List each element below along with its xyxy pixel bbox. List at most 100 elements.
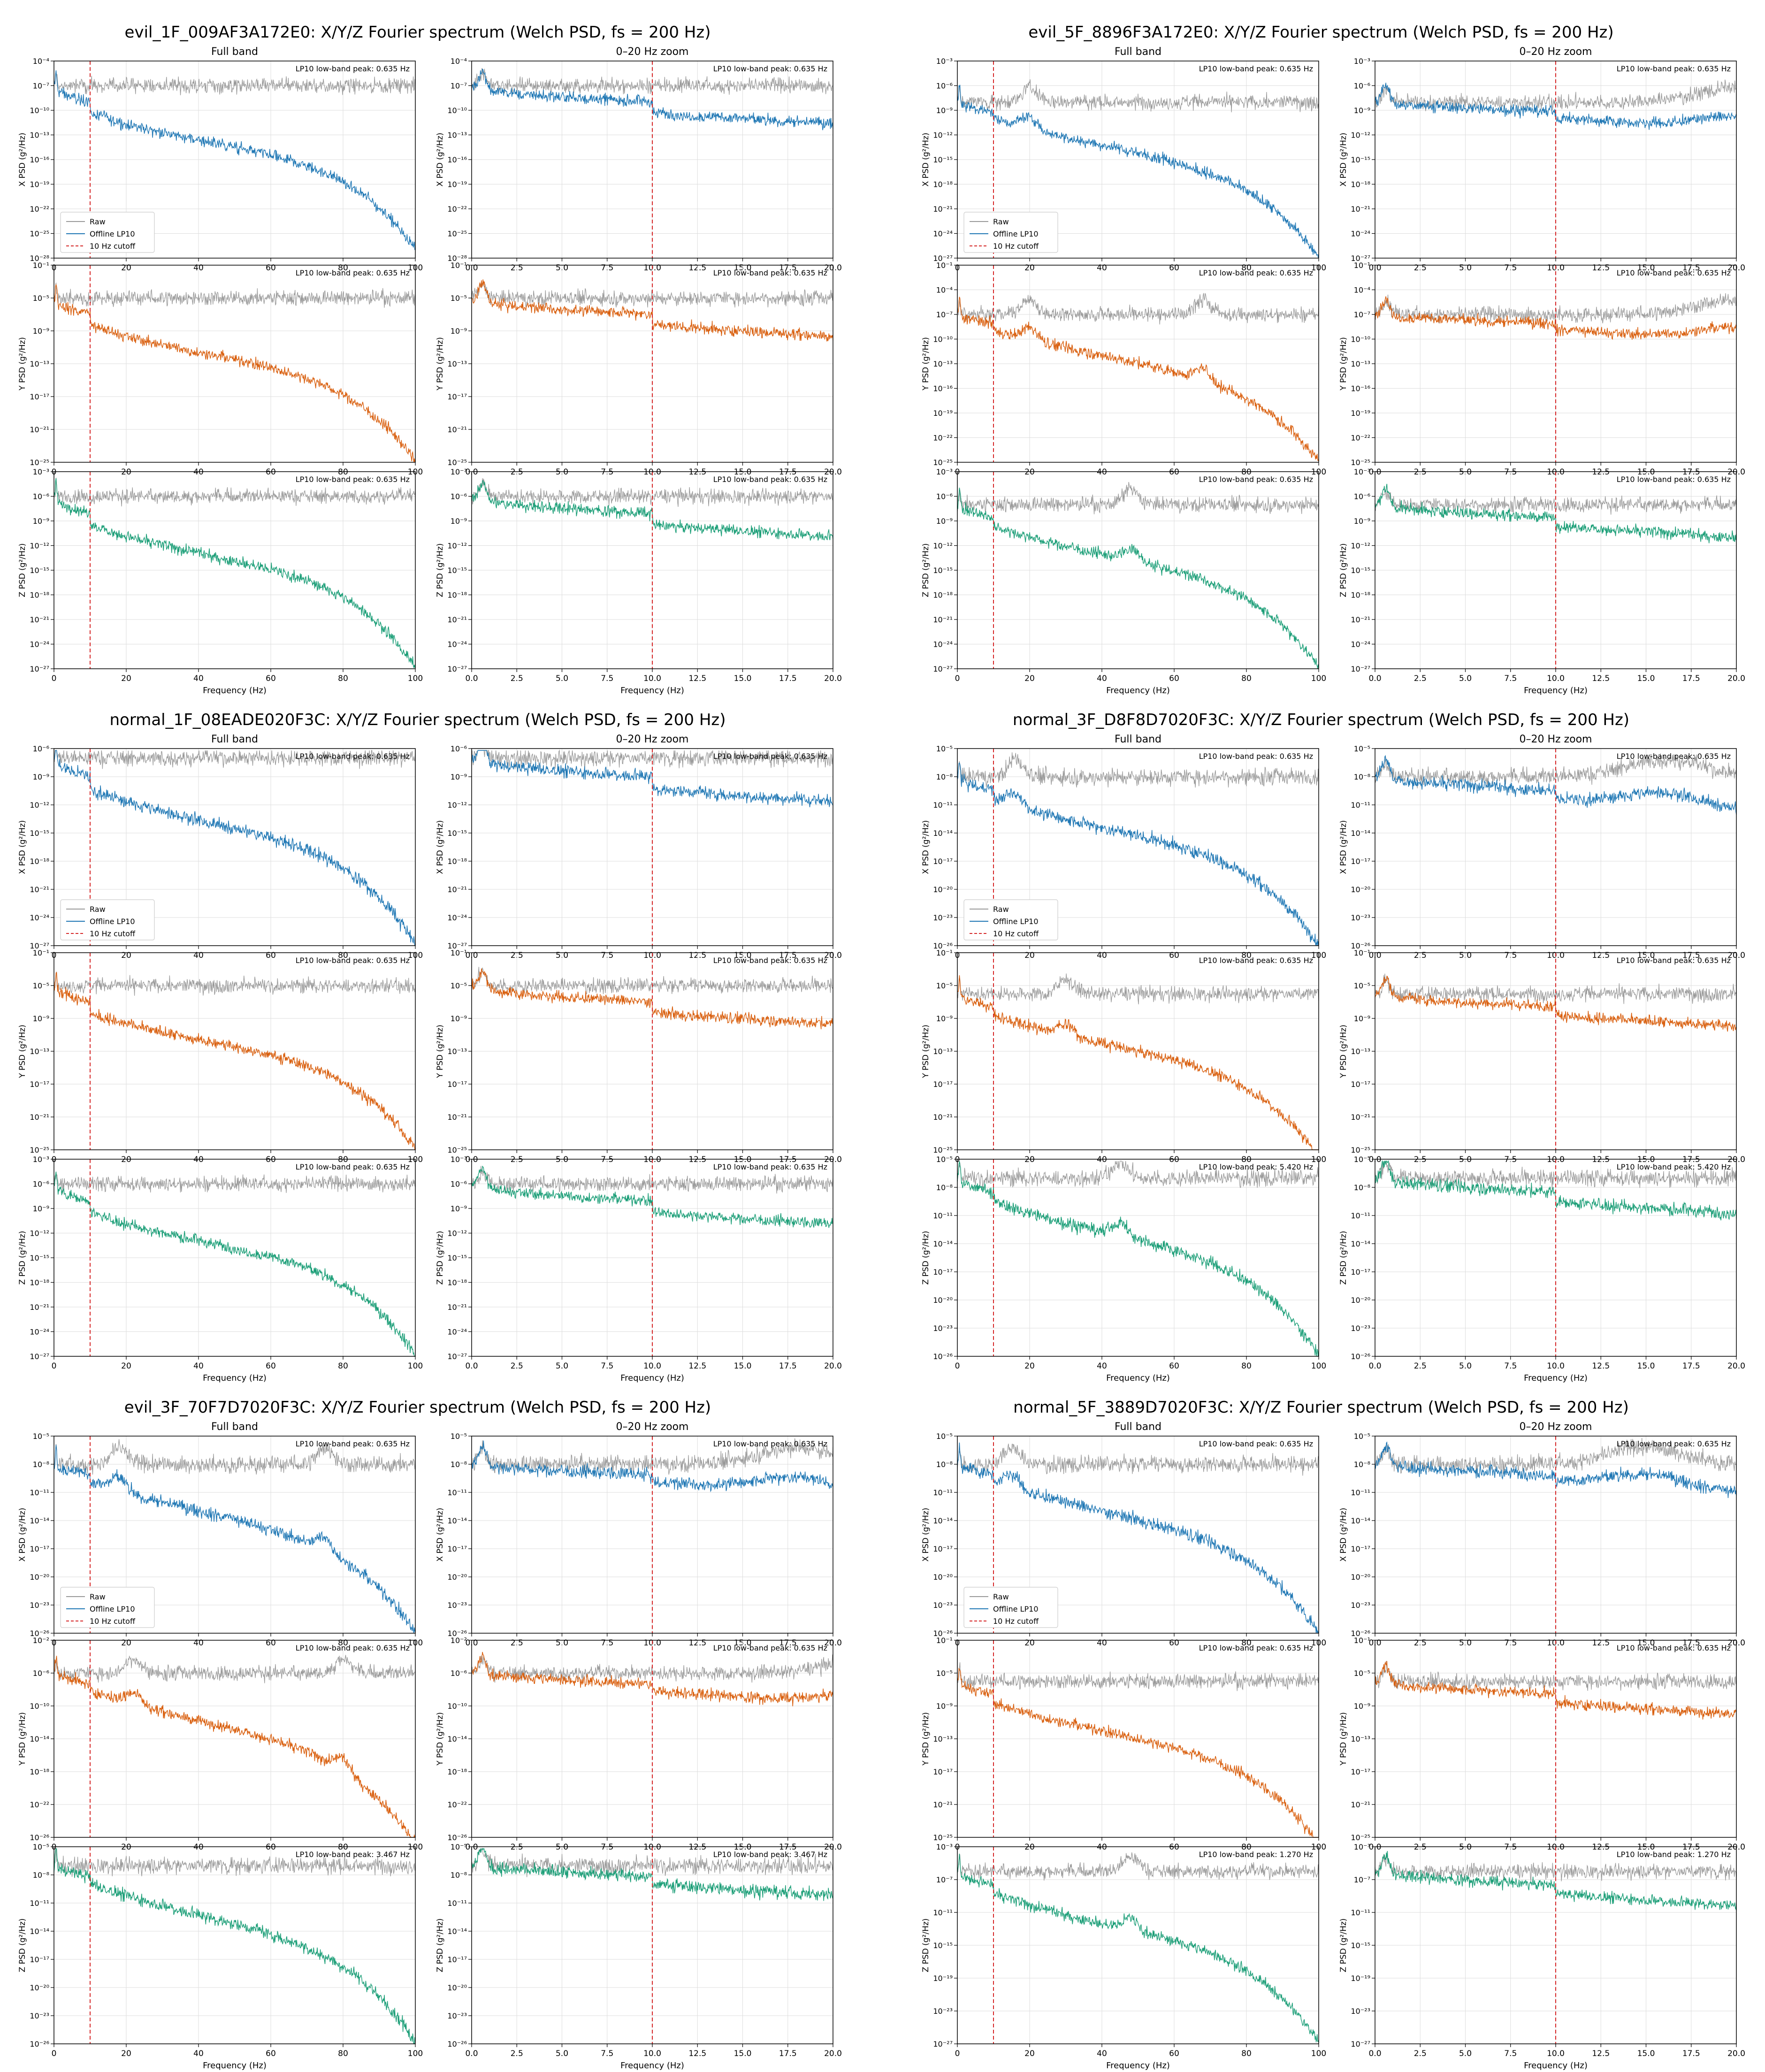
series-offline-lp10 (53, 1171, 415, 1357)
x-axis-label: Frequency (Hz) (1524, 686, 1588, 696)
y-axis-label: X PSD (g²/Hz) (18, 1508, 27, 1562)
y-tick-label: 10⁻¹¹ (30, 1488, 49, 1497)
y-tick-label: 10⁻²² (1351, 434, 1370, 443)
x-tick-label: 40 (193, 2049, 204, 2058)
y-tick-label: 10⁻¹⁶ (30, 155, 49, 164)
y-axis-label: X PSD (g²/Hz) (1339, 133, 1348, 187)
peak-annotation: LP10 low-band peak: 0.635 Hz (1199, 475, 1313, 484)
y-tick-label: 10⁻⁵ (33, 294, 49, 303)
panel-title-full-band: Full band (1115, 46, 1161, 58)
y-tick-label: 10⁻⁶ (1354, 82, 1370, 91)
y-axis-label: X PSD (g²/Hz) (18, 820, 27, 874)
y-tick-label: 10⁻¹⁴ (30, 1927, 49, 1936)
x-tick-label: 12.5 (688, 674, 706, 683)
y-tick-label: 10⁻¹⁵ (447, 1254, 467, 1262)
x-tick-label: 100 (408, 674, 423, 683)
y-tick-label: 10⁻²¹ (30, 425, 49, 434)
y-tick-label: 10⁻⁹ (451, 1014, 467, 1023)
x-tick-label: 100 (1311, 1361, 1326, 1371)
y-tick-label: 10⁻²¹ (933, 1800, 953, 1809)
y-tick-label: 10⁻²⁸ (447, 254, 467, 263)
series-raw (1375, 1161, 1737, 1190)
y-tick-label: 10⁻²² (30, 1800, 49, 1809)
y-axis-label: X PSD (g²/Hz) (18, 133, 27, 187)
series-raw (53, 971, 416, 996)
y-tick-label: 10⁻⁹ (936, 106, 953, 115)
y-tick-label: 10⁻¹⁸ (447, 1278, 467, 1287)
y-tick-label: 10⁻²⁷ (447, 1352, 467, 1361)
peak-annotation: LP10 low-band peak: 0.635 Hz (713, 1162, 827, 1171)
y-tick-label: 10⁻²⁶ (30, 2040, 49, 2049)
y-tick-label: 10⁻⁵ (1354, 1155, 1370, 1164)
y-tick-label: 10⁻²¹ (933, 205, 953, 214)
axes-z-zoom: 10⁻³ 10⁻⁶ 10⁻⁹ 10⁻¹² 10⁻¹⁵ 10⁻¹⁸ 10⁻²¹ 10⁻²⁴ 10⁻… (436, 1155, 842, 1383)
y-tick-label: 10⁻²⁵ (30, 229, 49, 238)
y-tick-label: 10⁻¹³ (30, 1047, 49, 1056)
y-tick-label: 10⁻¹² (933, 131, 953, 140)
x-tick-label: 10.0 (1547, 674, 1565, 683)
panel-title-zoom: 0–20 Hz zoom (616, 1421, 689, 1433)
legend-label: Raw (90, 1592, 106, 1601)
axes-frame (53, 748, 416, 946)
panel-title-zoom: 0–20 Hz zoom (1520, 734, 1592, 745)
y-tick-label: 10⁻²¹ (933, 1113, 953, 1122)
x-tick-label: 15.0 (1637, 1361, 1655, 1371)
legend: Raw Offline LP10 10 Hz cutoff (60, 1587, 155, 1628)
y-tick-label: 10⁻³ (1354, 467, 1370, 476)
y-tick-label: 10⁻²³ (447, 1601, 467, 1610)
series-offline-lp10 (53, 70, 416, 250)
y-tick-label: 10⁻¹⁹ (30, 180, 49, 189)
y-tick-label: 10⁻²⁷ (447, 941, 467, 950)
legend-label: 10 Hz cutoff (90, 242, 136, 251)
x-tick-label: 2.5 (1414, 1361, 1427, 1371)
legend: Raw Offline LP10 10 Hz cutoff (963, 899, 1058, 940)
y-tick-label: 10⁻²⁷ (933, 254, 953, 263)
y-tick-label: 10⁻¹⁷ (1351, 1544, 1370, 1553)
panel-title-zoom: 0–20 Hz zoom (1520, 1421, 1592, 1433)
y-tick-label: 10⁻¹¹ (447, 1899, 467, 1908)
y-tick-label: 10⁻¹ (1354, 261, 1370, 270)
y-tick-label: 10⁻¹³ (447, 131, 467, 140)
figure-title: evil_1F_009AF3A172E0: X/Y/Z Fourier spec… (125, 23, 711, 42)
y-tick-label: 10⁻²⁴ (1351, 640, 1370, 649)
y-tick-label: 10⁻²⁵ (933, 1833, 953, 1842)
y-tick-label: 10⁻¹⁸ (30, 1767, 49, 1776)
y-tick-label: 10⁻⁶ (33, 1180, 49, 1189)
y-axis-label: Z PSD (g²/Hz) (18, 543, 27, 597)
y-tick-label: 10⁻⁷ (1354, 1875, 1370, 1884)
x-tick-label: 0.0 (1368, 1361, 1381, 1371)
figure-title: evil_5F_8896F3A172E0: X/Y/Z Fourier spec… (1028, 23, 1613, 42)
y-tick-label: 10⁻¹⁸ (933, 591, 953, 600)
y-tick-label: 10⁻²¹ (1351, 1113, 1370, 1122)
series-offline-lp10 (53, 478, 416, 668)
y-tick-label: 10⁻²⁴ (447, 640, 467, 649)
x-tick-label: 7.5 (601, 1361, 613, 1371)
series-raw (53, 1848, 416, 1877)
y-tick-label: 10⁻⁹ (936, 517, 953, 526)
panel-title-full-band: Full band (1115, 734, 1161, 745)
x-axis-label: Frequency (Hz) (203, 1373, 267, 1383)
y-tick-label: 10⁻³ (33, 1155, 49, 1164)
series-raw (471, 1438, 833, 1476)
legend: Raw Offline LP10 10 Hz cutoff (963, 1587, 1058, 1628)
y-tick-label: 10⁻¹⁴ (1351, 829, 1370, 838)
y-tick-label: 10⁻¹² (1351, 131, 1370, 140)
y-tick-label: 10⁻²² (447, 205, 467, 214)
y-axis-label: X PSD (g²/Hz) (436, 820, 445, 874)
y-tick-label: 10⁻⁹ (1354, 1014, 1370, 1023)
peak-annotation: LP10 low-band peak: 0.635 Hz (713, 475, 827, 484)
y-tick-label: 10⁻²⁴ (933, 640, 953, 649)
y-tick-label: 10⁻¹³ (30, 131, 49, 140)
y-tick-label: 10⁻¹¹ (933, 1211, 953, 1220)
y-tick-label: 10⁻²³ (1351, 1601, 1370, 1610)
y-tick-label: 10⁻¹ (1354, 1636, 1370, 1645)
y-tick-label: 10⁻¹⁴ (1351, 1239, 1370, 1248)
y-axis-label: Y PSD (g²/Hz) (921, 1025, 931, 1078)
y-tick-label: 10⁻⁶ (451, 1180, 467, 1189)
x-tick-label: 40 (193, 674, 204, 683)
x-tick-label: 15.0 (734, 674, 752, 683)
y-tick-label: 10⁻²¹ (30, 1113, 49, 1122)
